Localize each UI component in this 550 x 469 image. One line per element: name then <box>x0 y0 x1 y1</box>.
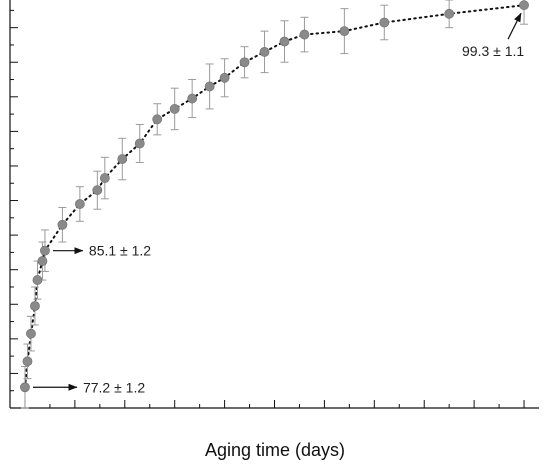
data-point <box>152 114 163 125</box>
data-point <box>20 382 30 393</box>
data-points <box>20 0 529 393</box>
x-axis-label: Aging time (days) <box>204 440 346 460</box>
annotation-arrow <box>507 12 522 40</box>
data-point <box>239 57 250 68</box>
data-point <box>379 17 390 28</box>
data-point <box>219 72 230 83</box>
data-point <box>57 219 68 230</box>
data-point <box>259 46 270 57</box>
data-point <box>117 154 128 164</box>
annotation-label: 85.1 ± 1.2 <box>89 243 151 259</box>
data-point <box>299 29 310 40</box>
data-point <box>187 93 198 104</box>
annotation-label: 77.2 ± 1.2 <box>83 379 145 395</box>
trend-line <box>24 4 525 389</box>
annotations: 77.2 ± 1.2 85.1 ± 1.2 99.3 ± 1.1 <box>32 12 524 395</box>
data-point <box>444 8 455 19</box>
data-point <box>204 81 215 92</box>
data-point <box>519 0 529 11</box>
data-point <box>92 185 103 196</box>
data-point <box>30 301 40 311</box>
data-point <box>134 138 145 149</box>
data-point <box>279 36 290 47</box>
data-point <box>22 356 33 367</box>
data-point <box>40 245 50 256</box>
data-point <box>26 328 36 339</box>
data-point <box>339 26 350 37</box>
annotation-label: 99.3 ± 1.1 <box>462 43 524 59</box>
data-point <box>32 275 43 285</box>
data-point <box>74 199 85 209</box>
trend-line-group <box>24 4 525 389</box>
error-bars <box>20 0 529 409</box>
data-point <box>99 173 110 183</box>
data-point <box>169 104 180 114</box>
data-point <box>37 256 48 266</box>
axes <box>9 0 539 409</box>
